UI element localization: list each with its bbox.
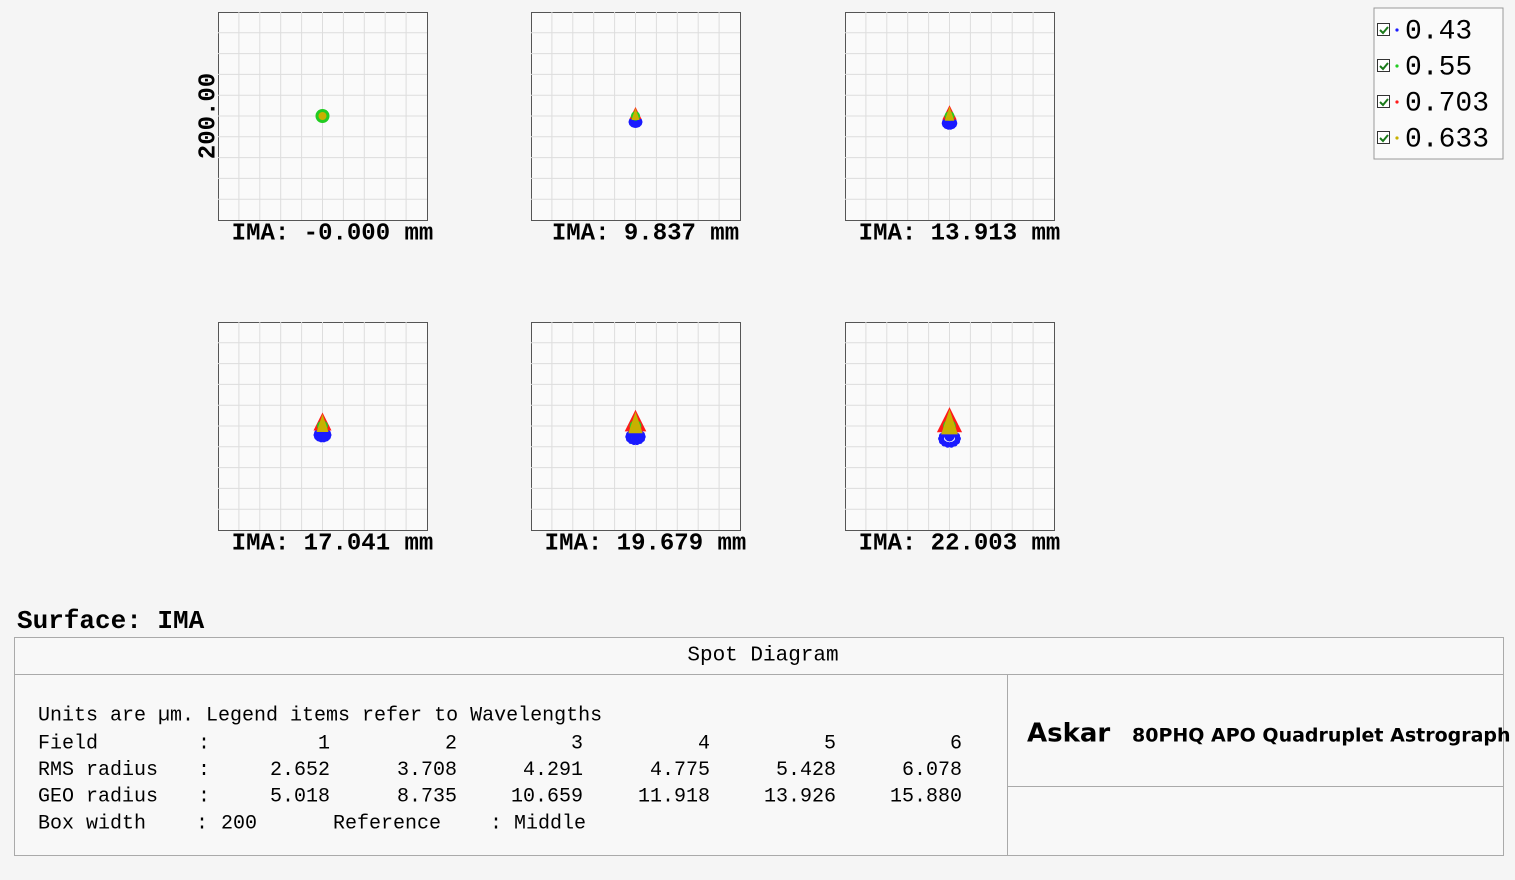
table-cell: 15.880 (890, 786, 962, 809)
legend-label: 0.633 (1405, 124, 1489, 155)
table-cell: 2 (445, 732, 457, 755)
spot (941, 409, 958, 435)
table-cell: 8.735 (397, 786, 457, 809)
spot (631, 108, 640, 120)
footer-title: Spot Diagram (687, 645, 838, 668)
legend-check (1379, 134, 1389, 143)
legend-swatch (1395, 28, 1399, 32)
axis-label: 200.00 (195, 73, 222, 159)
legend-check (1379, 98, 1389, 107)
surface-label: Surface: IMA (17, 606, 205, 636)
table-cell: Field (38, 732, 98, 755)
legend-swatch (1395, 136, 1399, 140)
legend-check (1379, 62, 1389, 71)
table-cell: : (198, 759, 210, 782)
table-cell: 4 (698, 732, 710, 755)
legend-swatch (1395, 100, 1399, 104)
panel-label: IMA: 9.837 mm (552, 220, 739, 247)
table-cell: : (196, 812, 208, 835)
table-cell: : (198, 732, 210, 755)
legend-label: 0.55 (1405, 52, 1472, 83)
table-cell: Reference (333, 812, 441, 835)
table-cell: Box width (38, 812, 146, 835)
table-cell: GEO radius (38, 786, 158, 809)
panel-label: IMA: -0.000 mm (232, 220, 434, 247)
table-cell: 11.918 (638, 786, 710, 809)
table-cell: 3.708 (397, 759, 457, 782)
table-cell: 2.652 (270, 759, 330, 782)
spot (628, 411, 643, 434)
legend-swatch (1395, 64, 1399, 68)
footer-note: Units are µm. Legend items refer to Wave… (38, 704, 602, 727)
spot (316, 414, 329, 432)
spot (944, 106, 955, 121)
table-cell: 10.659 (511, 786, 583, 809)
legend-checkbox (1377, 23, 1390, 36)
product-name: 80PHQ APO Quadruplet Astrograph (1132, 725, 1511, 747)
panel-label: IMA: 17.041 mm (232, 530, 434, 557)
legend-label: 0.43 (1405, 16, 1472, 47)
table-cell: 6.078 (902, 759, 962, 782)
legend-check (1379, 26, 1389, 35)
table-cell: 200 (221, 812, 257, 835)
spot (318, 112, 327, 120)
table-cell: 3 (571, 732, 583, 755)
table-cell: 6 (950, 732, 962, 755)
legend-checkbox (1377, 95, 1390, 108)
table-cell: 5 (824, 732, 836, 755)
logo: Askar (1027, 719, 1110, 749)
legend-checkbox (1377, 59, 1390, 72)
table-cell: 5.018 (270, 786, 330, 809)
table-cell: 1 (318, 732, 330, 755)
panel-label: IMA: 22.003 mm (859, 530, 1061, 557)
panel-label: IMA: 13.913 mm (859, 220, 1061, 247)
table-cell: RMS radius (38, 759, 158, 782)
legend-checkbox (1377, 131, 1390, 144)
table-cell: 5.428 (776, 759, 836, 782)
table-cell: : (490, 812, 502, 835)
table-cell: Middle (514, 812, 586, 835)
table-cell: 4.291 (523, 759, 583, 782)
table-cell: 4.775 (650, 759, 710, 782)
table-cell: : (198, 786, 210, 809)
table-cell: 13.926 (764, 786, 836, 809)
legend-label: 0.703 (1405, 88, 1489, 119)
panel-label: IMA: 19.679 mm (545, 530, 747, 557)
